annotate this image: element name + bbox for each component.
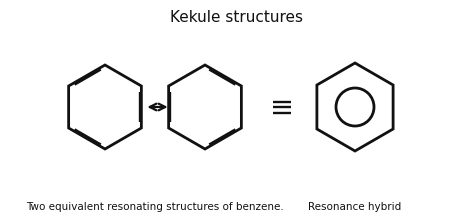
Text: Kekule structures: Kekule structures (171, 10, 303, 24)
Text: Resonance hybrid: Resonance hybrid (309, 202, 401, 212)
Text: Two equivalent resonating structures of benzene.: Two equivalent resonating structures of … (26, 202, 284, 212)
